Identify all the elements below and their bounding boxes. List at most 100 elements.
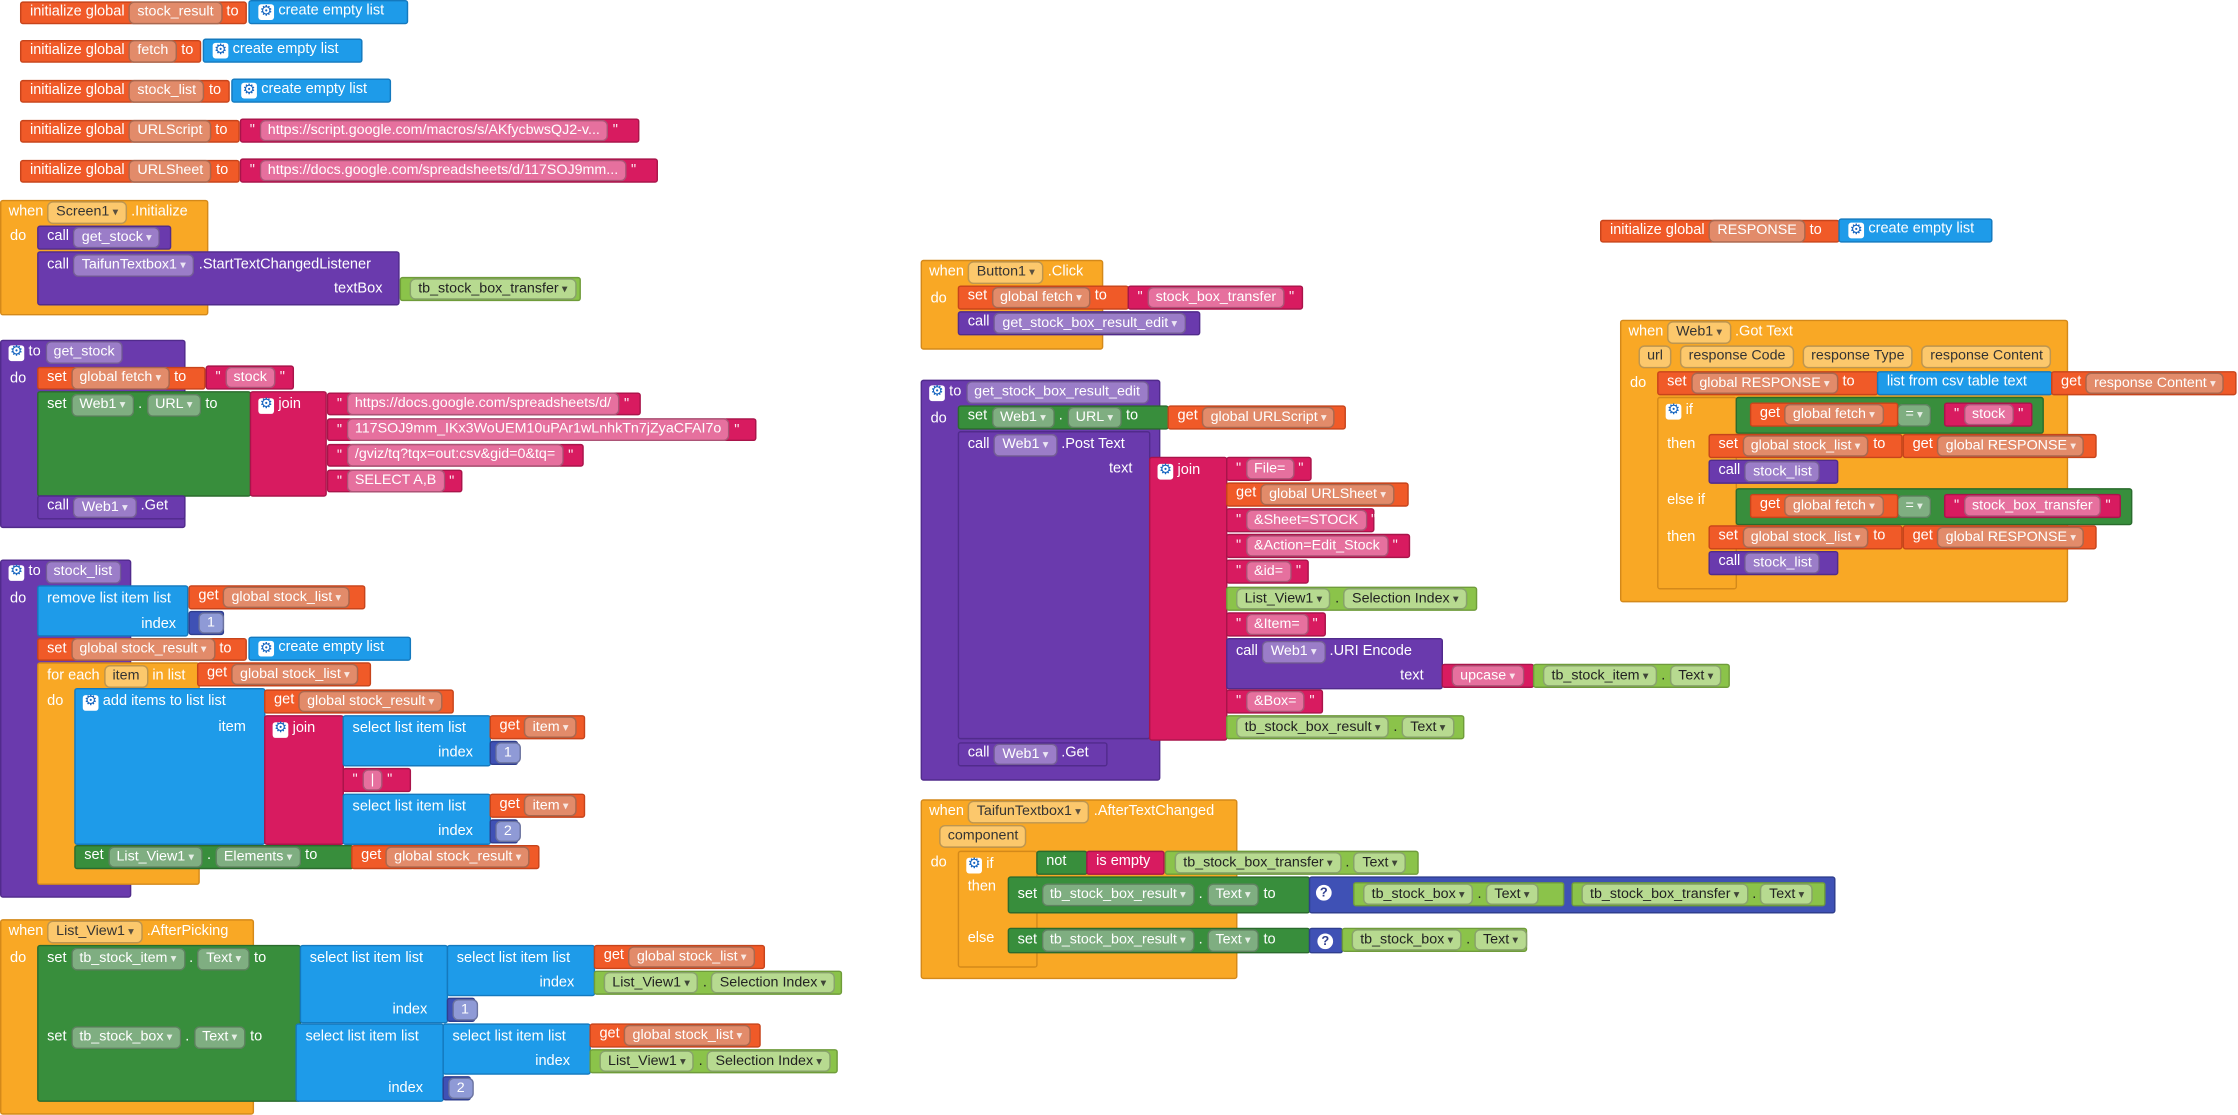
select-list-item[interactable]: select list item list index (299, 944, 449, 1024)
text-sheet-id[interactable]: " 117SOJ9mm_IKx3WoUEM10uPAr1wLnhkTn7jZyaC… (326, 418, 757, 442)
list-from-csv-table[interactable]: list from csv table text (1876, 371, 2053, 396)
get-global-stock-list[interactable]: get global stock_list (196, 662, 372, 687)
get-global-urlsheet[interactable]: get global URLSheet (1226, 482, 1409, 507)
create-empty-list-block[interactable]: ⚙ create empty list (202, 38, 363, 63)
create-empty-list-block[interactable]: ⚙ create empty list (1838, 218, 1993, 243)
text-urlscript[interactable]: " https://script.google.com/macros/s/AKfy… (239, 118, 640, 143)
upcase-block[interactable]: upcase (1441, 663, 1535, 688)
text-box-param[interactable]: " &Box= " (1226, 689, 1324, 714)
number-one[interactable]: 1 (489, 740, 521, 766)
gear-icon[interactable]: ⚙ (272, 720, 289, 738)
not-block[interactable]: not (1036, 850, 1088, 875)
help-icon[interactable]: ? (1317, 933, 1334, 950)
init-global-response[interactable]: initialize global RESPONSE to (1600, 219, 1840, 243)
text-select[interactable]: " SELECT A,B " (326, 469, 463, 493)
get-global-stock-result[interactable]: get global stock_result (264, 689, 454, 714)
select-list-item[interactable]: select list item list index (295, 1023, 444, 1102)
get-global-urlscript[interactable]: get global URLScript (1167, 405, 1346, 430)
get-global-stock-list[interactable]: get global stock_list (589, 1023, 761, 1048)
number-one[interactable]: 1 (446, 997, 478, 1022)
select-list-item[interactable]: select list item list index (442, 1023, 591, 1075)
init-global-fetch[interactable]: initialize global fetch to (19, 39, 202, 63)
get-item[interactable]: get item (489, 715, 586, 740)
get-global-stock-result[interactable]: get global stock_result (351, 844, 540, 870)
join-block[interactable]: ⚙ join (1148, 456, 1228, 741)
get-global-fetch[interactable]: get global fetch (1749, 493, 1899, 519)
join-block[interactable]: ⚙ join (264, 715, 344, 845)
gear-icon[interactable]: ⚙ (966, 856, 982, 873)
init-global-stock-result[interactable]: initialize global stock_result to (19, 1, 247, 25)
text-item-param[interactable]: " &Item= " (1226, 612, 1326, 637)
gear-icon[interactable]: ⚙ (82, 693, 99, 711)
gear-icon[interactable]: ⚙ (1157, 462, 1174, 479)
get-global-stock-list[interactable]: get global stock_list (188, 585, 366, 610)
is-empty-block[interactable]: is empty (1086, 850, 1165, 875)
text-transfer[interactable]: " stock_box_transfer " (1127, 285, 1304, 310)
number-one[interactable]: 1 (188, 610, 225, 636)
text-sheet-url[interactable]: " https://docs.google.com/spreadsheets/d/… (326, 392, 641, 416)
create-empty-list-block[interactable]: ⚙ create empty list (248, 0, 409, 25)
call-get-stock[interactable]: call get_stock (37, 225, 172, 250)
text-stock[interactable]: " stock " (205, 365, 295, 390)
tb-stock-item-text[interactable]: tb_stock_item.Text (1532, 663, 1730, 688)
init-global-urlscript[interactable]: initialize global URLScript to (19, 119, 240, 143)
init-global-urlsheet[interactable]: initialize global URLSheet to (19, 159, 240, 183)
number-wrapper[interactable]: ? (1308, 927, 1344, 954)
init-global-stock-list[interactable]: initialize global stock_list to (19, 79, 230, 103)
text-stock[interactable]: " stock " (1943, 402, 2033, 427)
select-list-item[interactable]: select list item list index (446, 944, 596, 997)
gear-icon[interactable]: ⚙ (1665, 402, 1682, 419)
get-global-response[interactable]: get global RESPONSE (1902, 525, 2097, 550)
help-icon[interactable]: ? (1315, 884, 1332, 901)
call-get-stock-box-result-edit[interactable]: call get_stock_box_result_edit (957, 311, 1201, 336)
get-global-fetch[interactable]: get global fetch (1749, 402, 1899, 427)
create-empty-list-block[interactable]: ⚙ create empty list (248, 636, 412, 661)
get-response-content[interactable]: get response Content (2051, 371, 2237, 396)
call-stock-list[interactable]: call stock_list (1708, 550, 1839, 576)
gear-icon[interactable]: ⚙ (8, 343, 25, 361)
text-file[interactable]: " File= " (1226, 456, 1312, 482)
tb-transfer-ref[interactable]: tb_stock_box_transfer (399, 276, 581, 302)
tb-transfer-text[interactable]: tb_stock_box_transfer.Text (1571, 882, 1826, 907)
tb-stock-box-text[interactable]: tb_stock_box.Text (1353, 882, 1565, 907)
listview-selection-index[interactable]: List_View1.Selection Index (593, 970, 843, 995)
text-separator[interactable]: " | " (342, 767, 412, 793)
gear-icon[interactable]: ⚙ (258, 640, 275, 657)
add-items-to-list[interactable]: ⚙ add items to list list item (74, 687, 266, 845)
get-global-stock-list[interactable]: get global stock_list (593, 944, 766, 970)
call-stock-list[interactable]: call stock_list (1708, 459, 1839, 484)
gear-icon[interactable]: ⚙ (258, 3, 275, 20)
gear-icon[interactable]: ⚙ (258, 396, 275, 414)
listview-selection-index[interactable]: List_View1.Selection Index (589, 1049, 838, 1074)
call-taifun-start-listener[interactable]: callTaifunTextbox1.StartTextChangedListe… (37, 251, 400, 306)
listview-selection-index[interactable]: List_View1.Selection Index (1226, 586, 1478, 611)
get-item[interactable]: get item (489, 793, 586, 818)
tb-stock-box-result-text[interactable]: tb_stock_box_result.Text (1226, 715, 1465, 740)
select-list-item[interactable]: select list item list index (342, 715, 491, 767)
text-sheet-param[interactable]: " &Sheet=STOCK " (1226, 508, 1376, 533)
create-empty-list-block[interactable]: ⚙ create empty list (231, 78, 392, 103)
gear-icon[interactable]: ⚙ (8, 563, 25, 581)
gear-icon[interactable]: ⚙ (212, 42, 229, 59)
gear-icon[interactable]: ⚙ (1848, 221, 1865, 239)
number-two[interactable]: 2 (489, 819, 521, 844)
text-urlsheet[interactable]: " https://docs.google.com/spreadsheets/d/… (239, 158, 658, 183)
tb-transfer-text[interactable]: tb_stock_box_transfer.Text (1164, 850, 1419, 875)
text-action[interactable]: " &Action=Edit_Stock " (1226, 533, 1411, 559)
